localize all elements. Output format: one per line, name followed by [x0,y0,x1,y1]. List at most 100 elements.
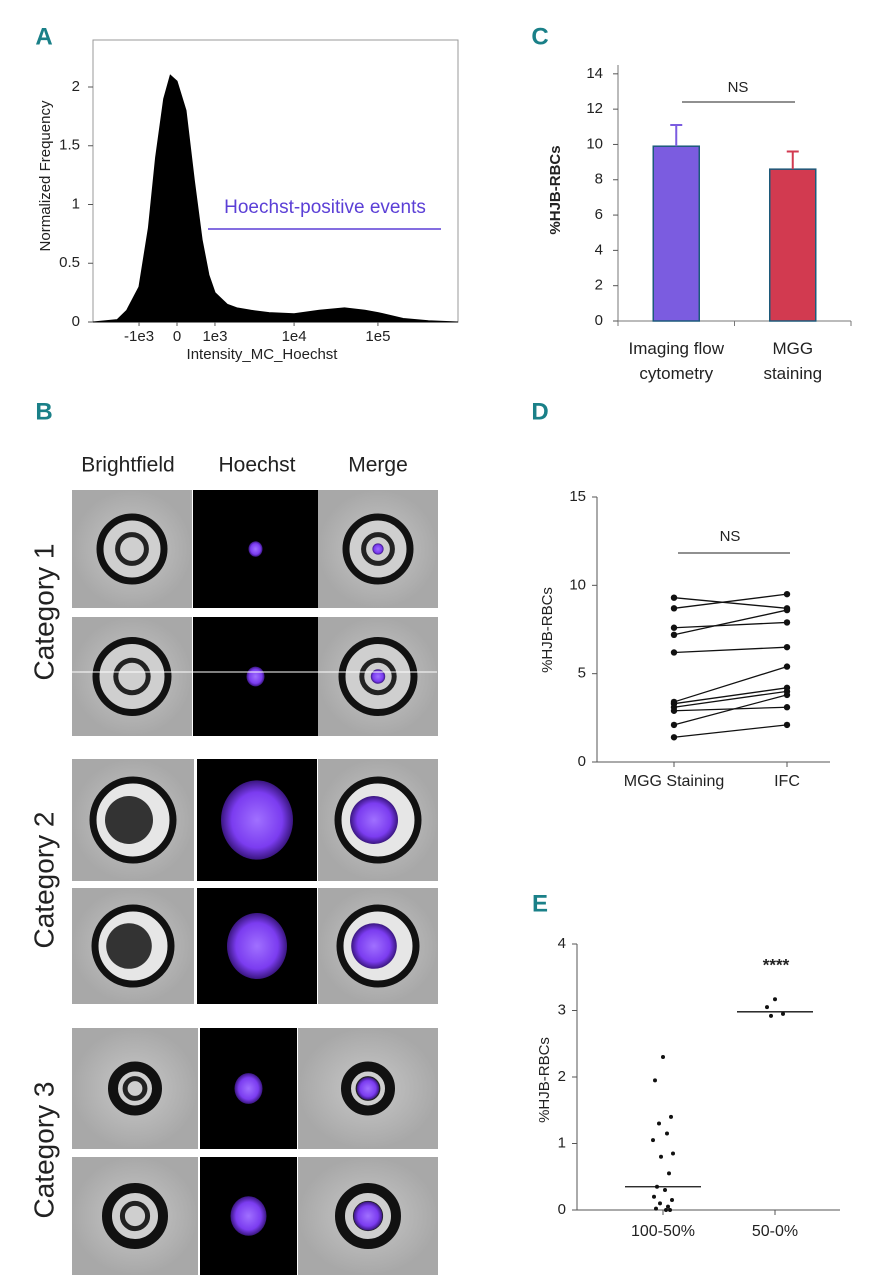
x-tick-label: Imaging flow cytometry [629,339,725,383]
y-tick-label: 1 [72,195,80,212]
x-tick-label: 1e3 [202,328,227,345]
y-axis-label: %HJB-RBCs [539,587,556,673]
panel-label: B [35,398,52,425]
bar [769,168,817,322]
cell-inner [113,657,151,696]
point [659,1154,663,1159]
pair-line [673,609,788,636]
y-tick-label: 0 [578,753,586,770]
point [773,997,777,1002]
nucleus [372,543,384,555]
point [670,734,678,741]
panel-label: D [531,398,548,425]
cell-dark [351,923,397,969]
nucleus [248,541,263,557]
panel-label: E [532,890,548,917]
point [670,707,678,714]
pair-line [673,690,788,708]
point [668,1208,672,1212]
error-bar [786,150,799,170]
nucleus [234,1073,263,1104]
x-tick-label: MGG staining [763,339,822,383]
y-tick-label: 3 [558,1001,566,1018]
cell-inner [122,1076,148,1101]
pair-line [673,621,788,629]
point [670,631,678,638]
row-label: Category 1 [28,544,59,681]
pair-line [673,724,788,738]
point [670,649,678,656]
annotation: **** [763,955,790,974]
point [783,663,791,670]
pair-line [673,694,788,726]
error-bar [670,124,683,147]
panel-label: A [35,23,52,50]
y-tick-label: 8 [595,171,603,188]
column-label: Hoechst [218,454,295,477]
point [657,1121,661,1126]
point [769,1013,773,1018]
y-tick-label: 2 [595,277,603,294]
cell-dark [105,796,153,844]
pair-line [673,687,788,705]
point [783,704,791,711]
y-tick-label: 5 [578,665,586,682]
x-tick-label: 0 [173,328,181,345]
bar [652,145,700,322]
point [670,624,678,631]
y-tick-label: 2 [558,1068,566,1085]
point [670,1198,674,1203]
row-label: Category 3 [28,1082,59,1219]
y-tick-label: 0.5 [59,254,80,271]
histogram-area [92,74,459,323]
y-tick-label: 0 [595,312,603,329]
x-tick-label: IFC [774,773,800,790]
x-tick-label: -1e3 [124,328,154,345]
y-tick-label: 14 [586,65,603,82]
point [671,1151,675,1156]
point [669,1114,673,1119]
nucleus [246,666,265,687]
point [667,1171,671,1176]
cell-inner [361,532,395,566]
cell-inner [115,532,149,566]
x-tick-label: 50-0% [752,1223,798,1240]
point [783,691,791,699]
y-axis-label: %HJB-RBCs [536,1037,553,1123]
y-tick-label: 12 [586,100,603,117]
y-tick-label: 0 [72,313,80,330]
annotation: NS [720,528,741,545]
pair-line [673,665,788,703]
point [664,1208,668,1212]
x-tick-label: MGG Staining [624,773,724,790]
point [783,643,791,651]
cell-outline [92,637,172,716]
x-axis-label: Intensity_MC_Hoechst [187,346,339,363]
point [670,594,678,601]
point [781,1011,785,1016]
point [670,605,678,612]
y-tick-label: 1.5 [59,137,80,154]
point [765,1005,769,1010]
y-axis-label: Normalized Frequency [37,100,54,251]
cell-outline [96,513,168,585]
point [661,1055,665,1060]
nucleus [353,1201,383,1231]
y-tick-label: 4 [558,935,566,952]
point [670,721,678,729]
annotation: Hoechst-positive events [224,197,426,218]
nucleus [230,1196,267,1236]
x-tick-label: 1e5 [365,328,390,345]
y-tick-label: 2 [72,78,80,95]
y-axis-label: %HJB-RBCs [547,145,564,234]
nucleus [370,669,386,684]
panel-label: C [531,23,548,50]
point [783,606,791,614]
annotation: NS [728,79,749,96]
x-tick-label: 1e4 [282,328,307,345]
cell-inner [119,1200,151,1232]
cell-outline [108,1061,162,1116]
y-tick-label: 10 [586,135,603,152]
point [783,590,791,598]
x-tick-label: 100-50% [631,1223,695,1240]
